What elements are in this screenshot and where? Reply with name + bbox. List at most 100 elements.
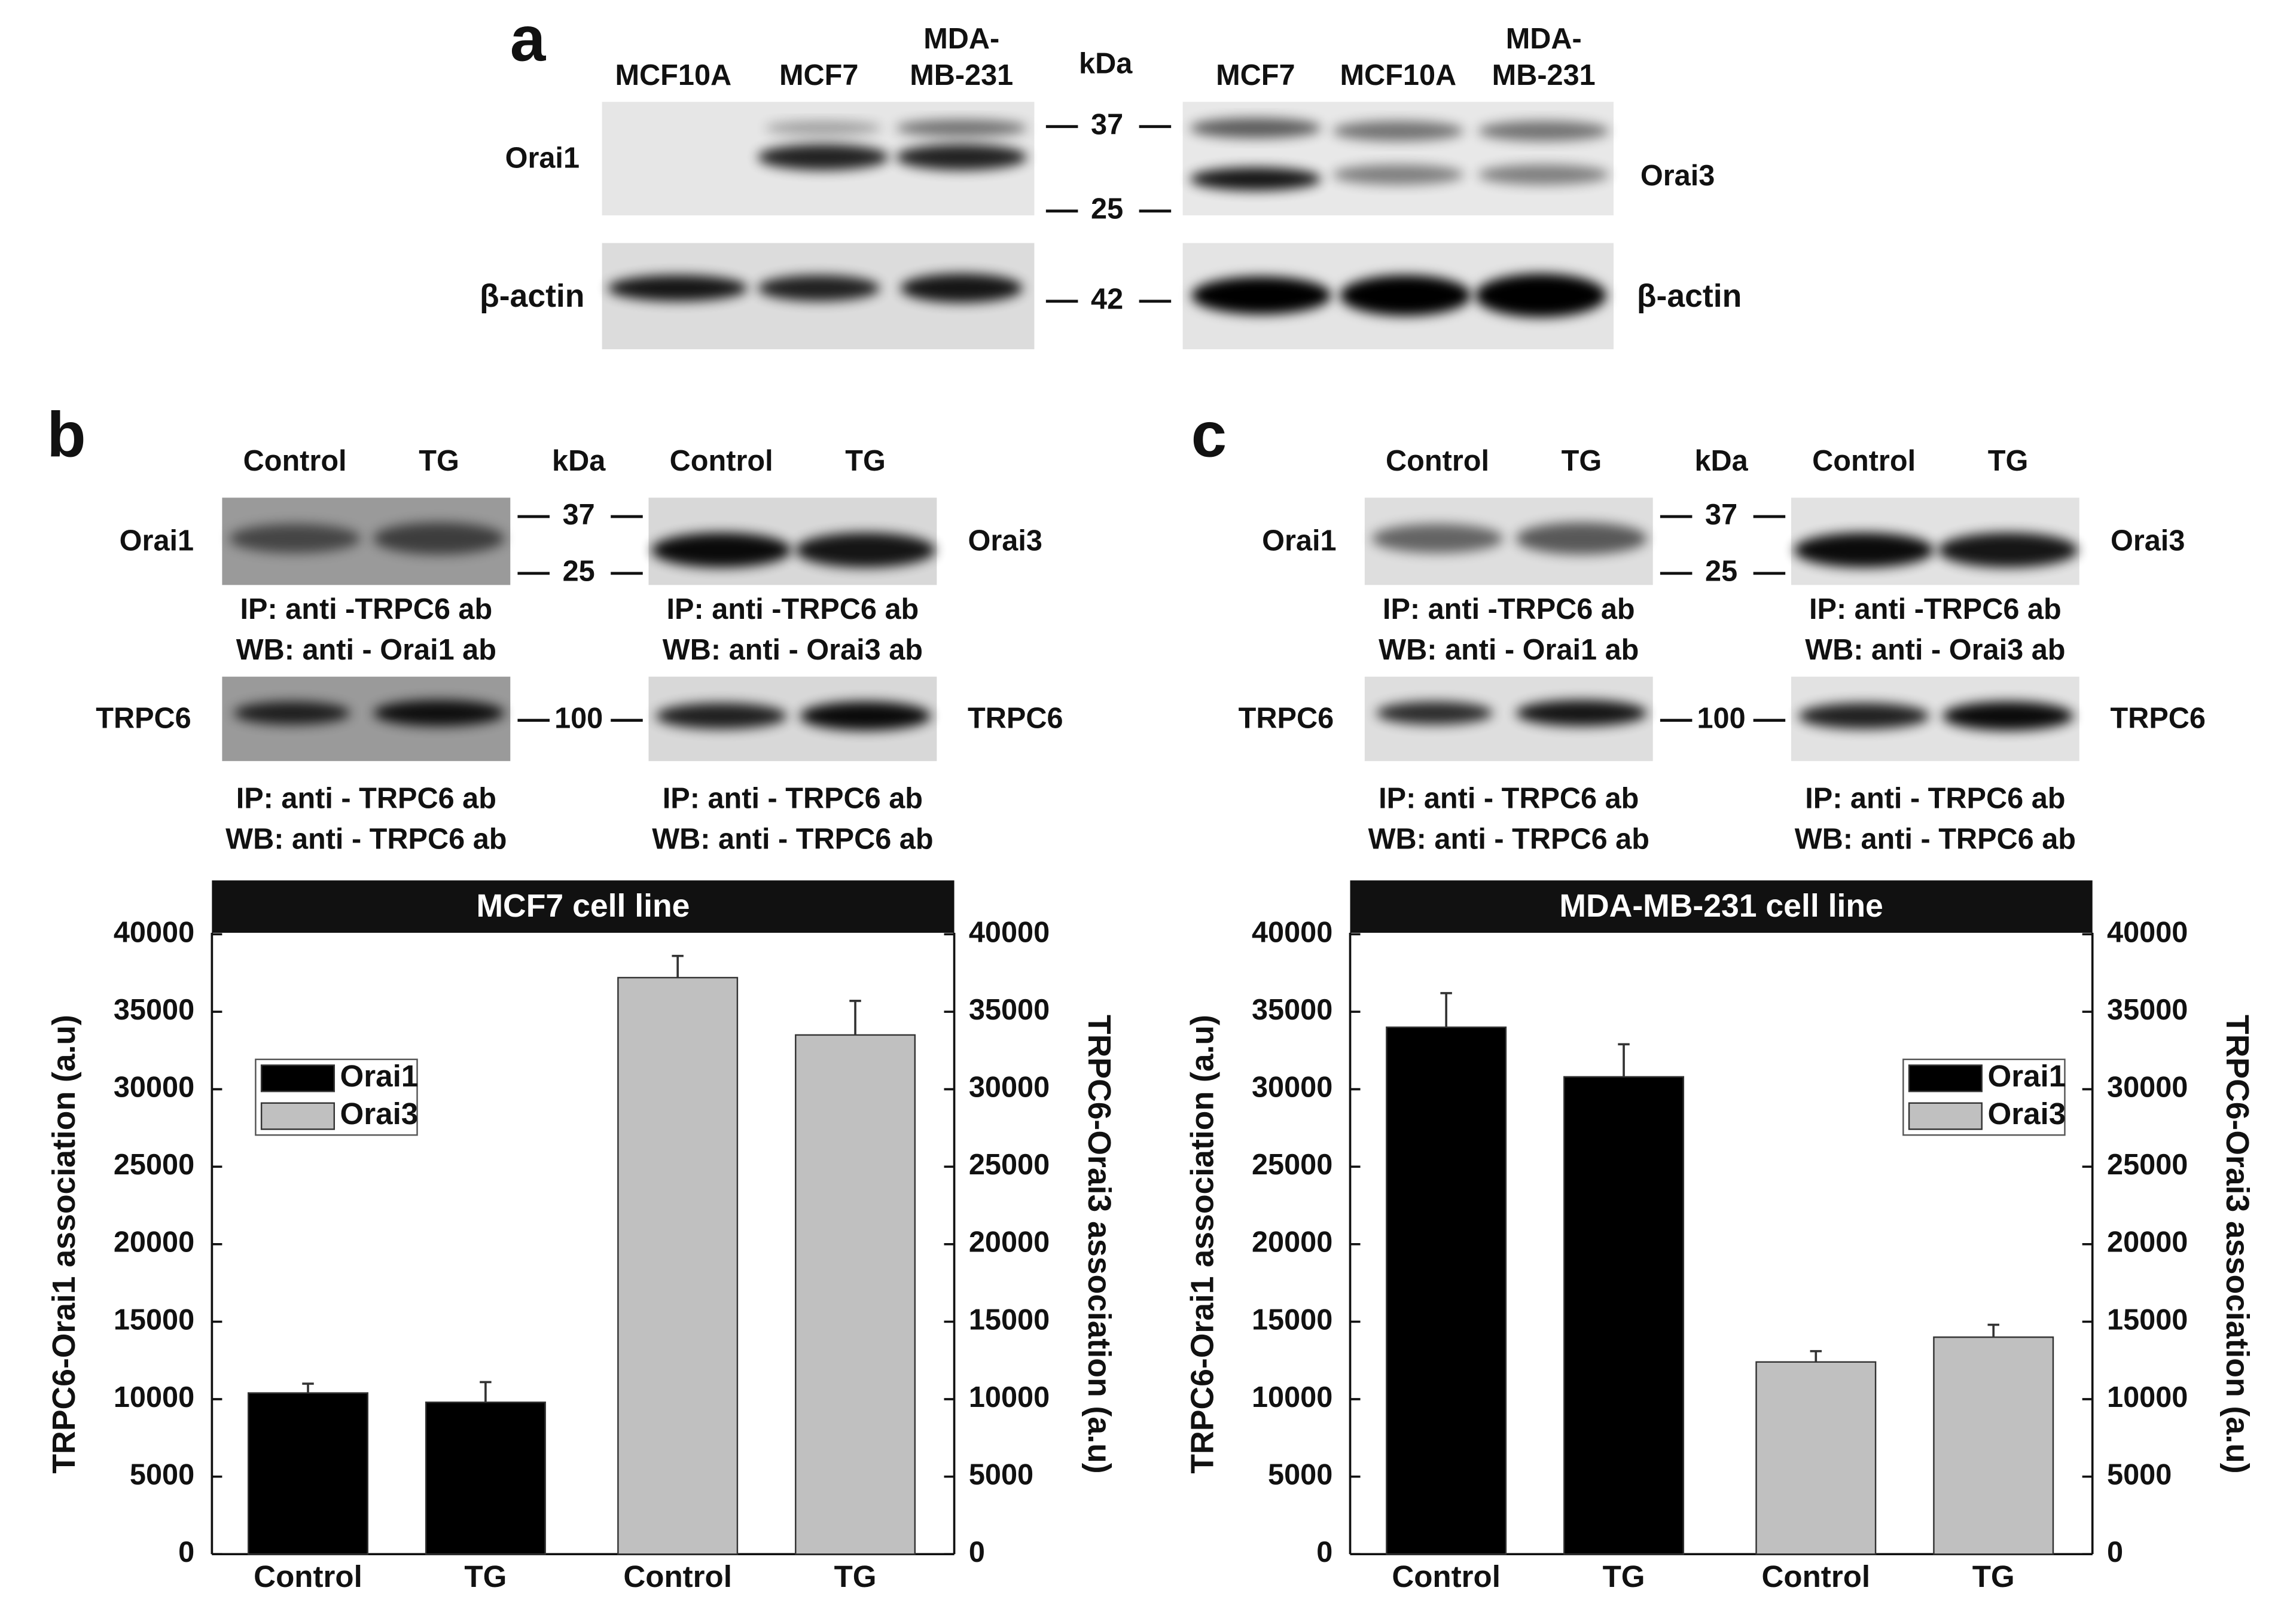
row-label: β-actin xyxy=(1637,279,1742,314)
y-tick-label: 30000 xyxy=(1252,1071,1332,1103)
blot-band xyxy=(1190,118,1321,139)
y2-tick-label: 20000 xyxy=(2107,1226,2188,1259)
lane-label: MDA- xyxy=(923,23,999,55)
blot-band xyxy=(1332,120,1464,142)
column-label: Control xyxy=(1812,445,1916,477)
lane-label: MB-231 xyxy=(1492,59,1596,91)
row-label: TRPC6 xyxy=(968,703,1063,735)
column-label: kDa xyxy=(552,445,606,477)
blot-band xyxy=(233,701,350,725)
row-label: Orai1 xyxy=(1262,525,1336,557)
y-tick-label: 10000 xyxy=(114,1381,194,1414)
title-box xyxy=(1350,880,2093,933)
row-label: Orai1 xyxy=(505,142,580,175)
y2-tick-label: 5000 xyxy=(2107,1458,2172,1491)
y2-tick-label: 15000 xyxy=(969,1304,1050,1336)
row-label: β-actin xyxy=(480,279,584,314)
caption: IP: anti - TRPC6 ab xyxy=(663,782,923,814)
blot-band xyxy=(758,144,889,170)
row-label: Orai3 xyxy=(1640,160,1715,192)
blot-band xyxy=(1191,276,1331,315)
lane-label: MCF10A xyxy=(1340,59,1457,91)
caption: WB: anti - TRPC6 ab xyxy=(225,823,507,856)
y-tick-label: 35000 xyxy=(114,994,194,1026)
y2-tick-label: 0 xyxy=(2107,1536,2123,1568)
marker-label: 25 xyxy=(563,555,595,588)
panel-label: c xyxy=(1191,398,1227,470)
blot-band xyxy=(1376,701,1493,725)
y2-axis-label: TRPC6-Orai3 association (a.u) xyxy=(1081,1015,1117,1473)
marker-label: 25 xyxy=(1705,555,1737,588)
bar xyxy=(1933,1336,2054,1555)
y-axis-label: TRPC6-Orai1 association (a.u) xyxy=(1185,1015,1220,1473)
blot-band xyxy=(1943,701,2074,731)
y-tick-label: 25000 xyxy=(1252,1149,1332,1181)
blot-band xyxy=(1475,273,1606,318)
lane-label: MCF10A xyxy=(615,59,732,91)
marker-label: 25 xyxy=(1091,193,1123,225)
blot-band xyxy=(651,532,791,568)
blot-band xyxy=(795,532,935,568)
row-label: Orai3 xyxy=(2111,525,2185,557)
caption: IP: anti -TRPC6 ab xyxy=(667,593,919,625)
legend-label: Orai3 xyxy=(340,1097,419,1131)
y-tick-label: 20000 xyxy=(114,1226,194,1259)
blot-band xyxy=(1798,703,1930,729)
legend-swatch xyxy=(1908,1102,1983,1130)
y-tick-label: 10000 xyxy=(1252,1381,1332,1414)
blot-band xyxy=(1372,524,1504,553)
column-label: kDa xyxy=(1694,445,1748,477)
y2-tick-label: 5000 xyxy=(969,1458,1033,1491)
chart-title: MDA-MB-231 cell line xyxy=(1559,889,1883,924)
y2-tick-label: 40000 xyxy=(2107,916,2188,948)
y2-tick-label: 25000 xyxy=(2107,1149,2188,1181)
bar xyxy=(1755,1361,1877,1555)
blot-band xyxy=(800,701,931,731)
blot-band xyxy=(900,273,1023,303)
marker-label: 37 xyxy=(563,499,595,531)
caption: WB: anti - Orai3 ab xyxy=(663,634,923,666)
column-label: TG xyxy=(845,445,886,477)
y-tick-label: 5000 xyxy=(1268,1458,1332,1491)
y-tick-label: 0 xyxy=(178,1536,194,1568)
panel-label: b xyxy=(47,398,86,470)
blot-band xyxy=(1515,700,1647,726)
legend-label: Orai1 xyxy=(1987,1059,2066,1093)
y-tick-label: 0 xyxy=(1316,1536,1332,1568)
bar xyxy=(1386,1026,1507,1555)
panel-label: a xyxy=(510,2,547,74)
blot-band xyxy=(1515,522,1647,555)
y2-tick-label: 15000 xyxy=(2107,1304,2188,1336)
blot-band xyxy=(1794,532,1934,568)
bar xyxy=(1563,1076,1685,1555)
x-tick-label: TG xyxy=(1603,1559,1645,1594)
x-tick-label: Control xyxy=(1392,1559,1501,1594)
x-tick-label: Control xyxy=(623,1559,732,1594)
row-label: Orai1 xyxy=(120,525,194,557)
chart-title: MCF7 cell line xyxy=(476,889,690,924)
y-axis-label: TRPC6-Orai1 association (a.u) xyxy=(47,1015,82,1473)
caption: WB: anti - TRPC6 ab xyxy=(1795,823,2076,856)
y-tick-label: 25000 xyxy=(114,1149,194,1181)
y2-tick-label: 10000 xyxy=(2107,1381,2188,1414)
blot-band xyxy=(608,274,748,301)
x-tick-label: Control xyxy=(1761,1559,1870,1594)
x-tick-label: TG xyxy=(464,1559,507,1594)
bar xyxy=(247,1392,368,1555)
marker-label: 37 xyxy=(1705,499,1737,531)
lane-label: MCF7 xyxy=(779,59,858,91)
column-label: TG xyxy=(419,445,459,477)
blot-band xyxy=(1478,164,1609,185)
lane-label: MCF7 xyxy=(1216,59,1295,91)
y2-tick-label: 25000 xyxy=(969,1149,1050,1181)
y2-axis-label: TRPC6-Orai3 association (a.u) xyxy=(2219,1015,2255,1473)
lane-label: MDA- xyxy=(1506,23,1582,55)
row-label: Orai3 xyxy=(968,525,1042,557)
y2-tick-label: 30000 xyxy=(2107,1071,2188,1103)
row-label: TRPC6 xyxy=(96,703,191,735)
bar xyxy=(425,1401,546,1555)
column-label: TG xyxy=(1988,445,2029,477)
y-tick-label: 15000 xyxy=(1252,1304,1332,1336)
y-tick-label: 40000 xyxy=(1252,916,1332,948)
y-tick-label: 5000 xyxy=(130,1458,194,1491)
